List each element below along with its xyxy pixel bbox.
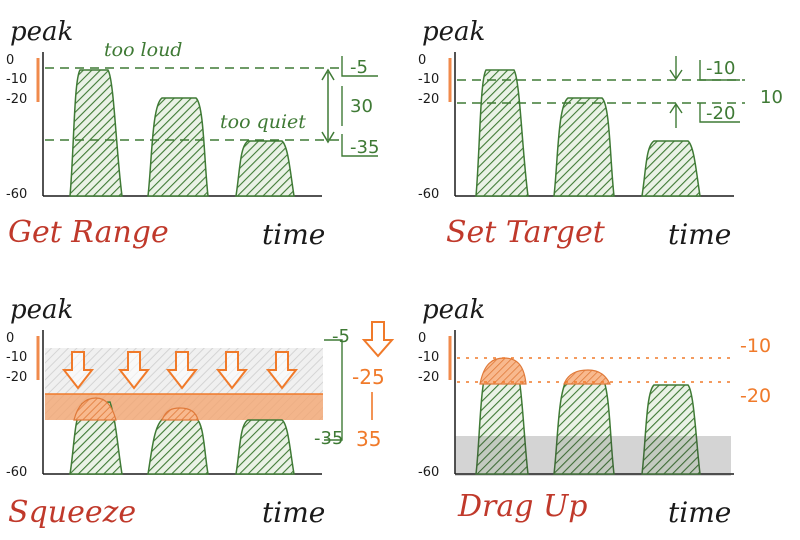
squeezed-peak-1	[73, 397, 117, 421]
bottom-value-label: -35	[350, 137, 379, 158]
y-tick-minus10: -10	[418, 72, 439, 87]
target-arrow-top-head	[669, 69, 683, 81]
y-tick-minus20: -20	[418, 370, 439, 385]
waveform-peak-1	[475, 69, 529, 197]
time-axis-label: time	[668, 218, 731, 251]
top-bracket	[341, 56, 378, 77]
bottom-bracket	[341, 134, 378, 157]
y-tick-minus60: -60	[6, 465, 27, 480]
squeeze-arrow-icon	[61, 351, 95, 390]
raised-peak-1	[479, 357, 527, 385]
waveform-peak-2	[553, 97, 615, 197]
bottom-bracket	[699, 103, 740, 123]
y-tick-minus60: -60	[418, 187, 439, 202]
new-bottom-value-label: 35	[356, 427, 381, 451]
bottom-value-label: -20	[706, 103, 735, 124]
panel-set-target: peak 0 -10 -20 -60 -10 -20 10 Set Target…	[418, 17, 783, 251]
noise-floor-band	[455, 436, 731, 476]
panel-title: Set Target	[446, 215, 606, 250]
y-tick-0: 0	[6, 53, 14, 68]
y-tick-minus60: -60	[6, 187, 27, 202]
waveform-peak-3	[641, 384, 701, 475]
waveform-peak-2	[147, 97, 209, 197]
y-tick-minus20: -20	[6, 370, 27, 385]
top-bracket	[699, 60, 740, 81]
y-tick-minus10: -10	[6, 350, 27, 365]
waveform-peak-3	[235, 419, 295, 475]
peak-axis-label: peak	[10, 17, 73, 47]
old-top-value-label: -5	[332, 326, 350, 347]
top-value-label: -5	[350, 57, 368, 78]
range-value-label: 10	[760, 87, 783, 108]
range-arrow-head-top	[321, 68, 335, 81]
waveform-peak-3	[641, 140, 701, 197]
new-top-value-label: -25	[352, 365, 385, 389]
bottom-value-label: -20	[740, 385, 771, 407]
top-value-label: -10	[706, 58, 735, 79]
squeezed-peak-2	[161, 407, 199, 421]
waveform-peak-3	[235, 140, 295, 197]
panel-title: Squeeze	[8, 495, 136, 530]
time-axis-label: time	[668, 496, 731, 529]
y-tick-minus20: -20	[6, 92, 27, 107]
range-bracket	[324, 339, 343, 441]
range-arrow-head-bottom	[321, 131, 335, 144]
panel-get-range: peak 0 -10 -20 -60 too loud too quiet -5…	[6, 17, 379, 251]
squeeze-arrow-icon	[117, 351, 151, 390]
y-tick-minus20: -20	[418, 92, 439, 107]
panel-title: Get Range	[8, 215, 169, 250]
raised-peak-2	[563, 369, 611, 385]
squeeze-arrow-icon	[361, 321, 395, 358]
time-axis-label: time	[262, 218, 325, 251]
too-loud-label: too loud	[104, 39, 182, 61]
panel-squeeze: peak 0 -10 -20 -60 -5 -35 -25 35 Squeeze	[6, 295, 395, 530]
time-axis-label: time	[262, 496, 325, 529]
y-tick-0: 0	[418, 331, 426, 346]
squeeze-arrow-icon	[265, 351, 299, 390]
top-value-label: -10	[740, 335, 771, 357]
y-tick-minus10: -10	[418, 350, 439, 365]
waveform-peak-2	[147, 417, 209, 475]
too-quiet-label: too quiet	[220, 111, 306, 133]
y-tick-0: 0	[6, 331, 14, 346]
panel-drag-up: peak 0 -10 -20 -60 -10 -20 Drag Up time	[418, 295, 771, 529]
target-arrow-bottom-head	[669, 102, 683, 114]
squeeze-arrow-icon	[165, 351, 199, 390]
peak-axis-label: peak	[10, 295, 73, 325]
y-tick-0: 0	[418, 53, 426, 68]
y-tick-minus10: -10	[6, 72, 27, 87]
range-value-label: 30	[350, 96, 373, 117]
peak-axis-label: peak	[422, 17, 485, 47]
panel-title: Drag Up	[457, 489, 588, 524]
old-bottom-value-label: -35	[314, 428, 343, 449]
y-tick-minus60: -60	[418, 465, 439, 480]
waveform-peak-1	[69, 69, 123, 197]
squeeze-arrow-icon	[215, 351, 249, 390]
peak-axis-label: peak	[422, 295, 485, 325]
